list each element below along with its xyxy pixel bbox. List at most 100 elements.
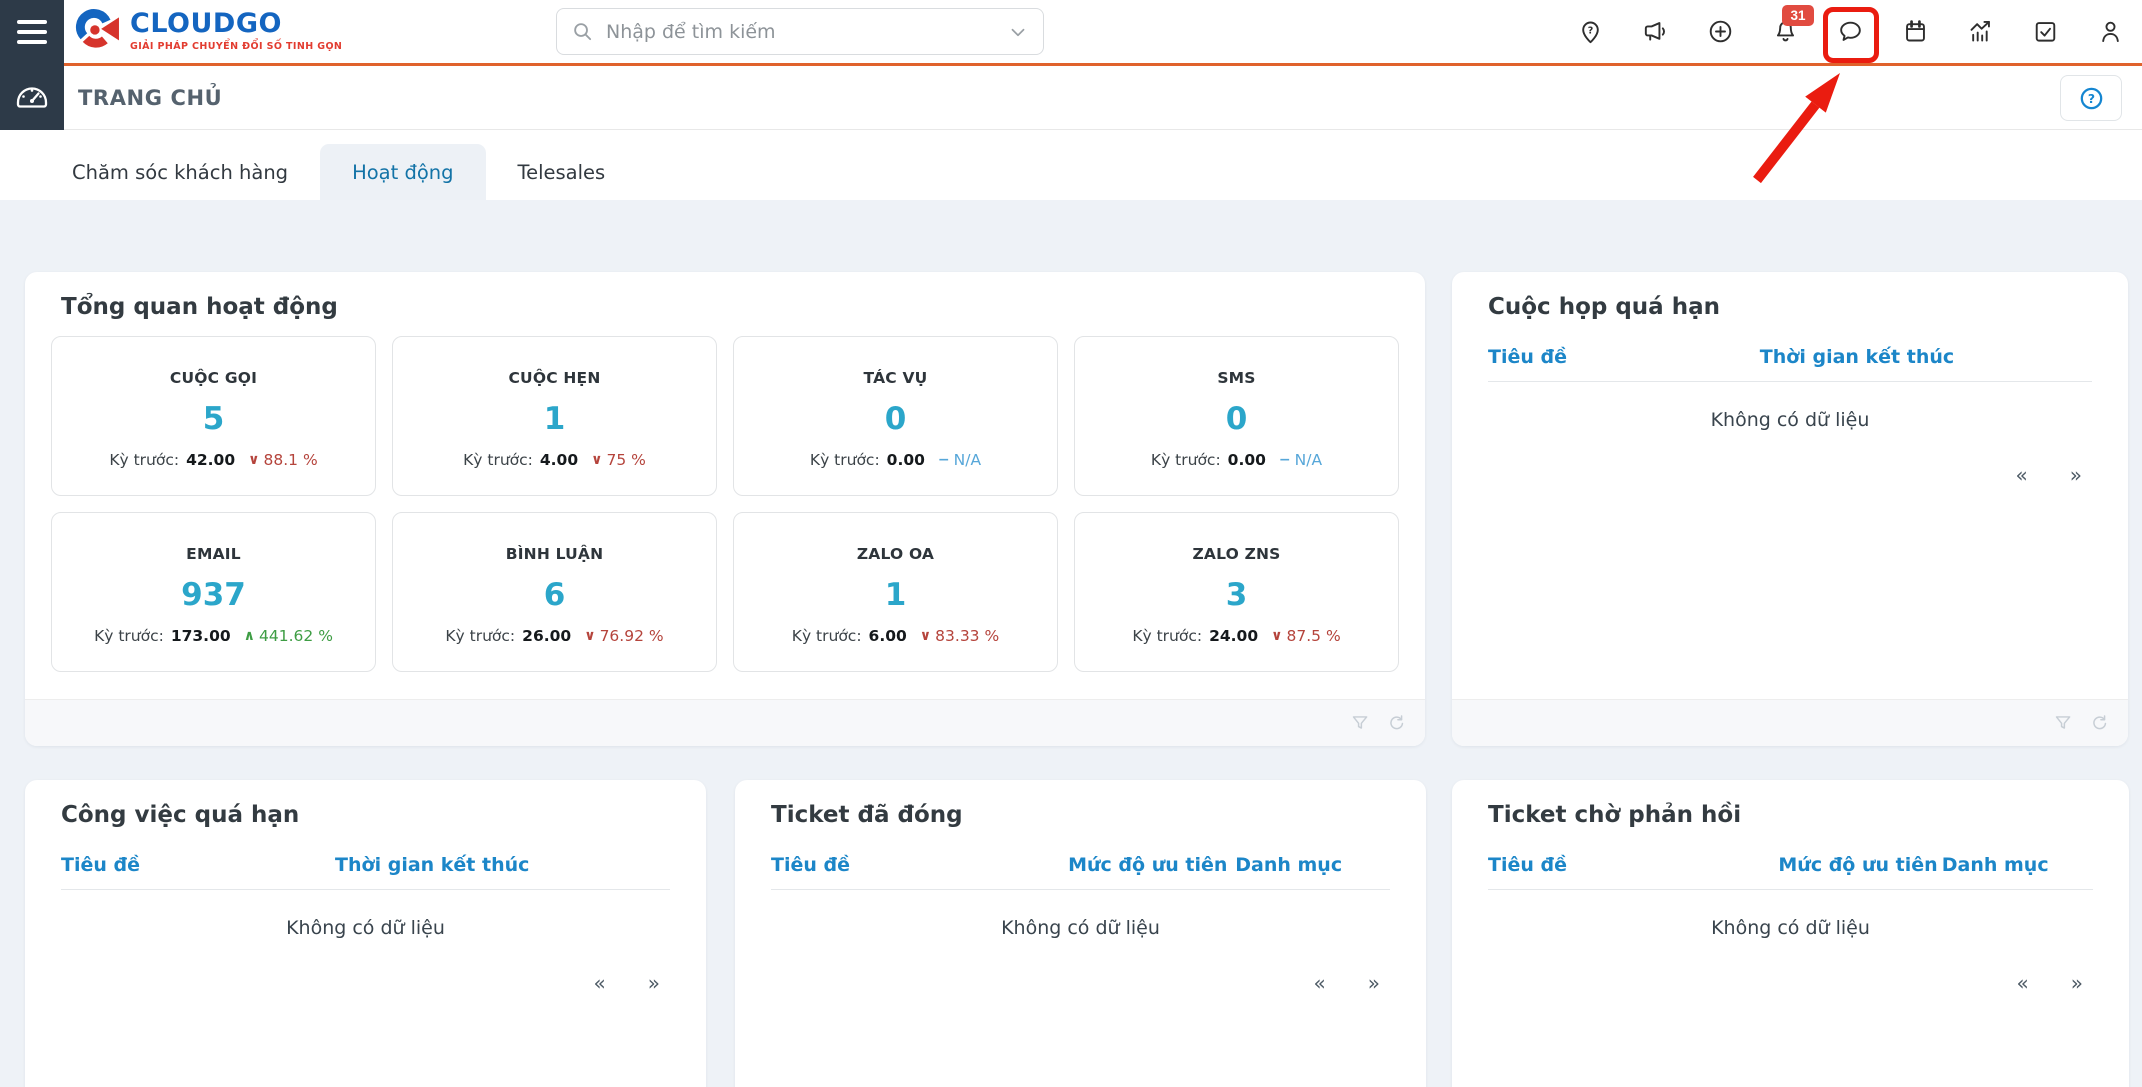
metric-value: 0: [1225, 401, 1248, 437]
trend-down-indicator: ∨ 87.5 %: [1271, 627, 1341, 645]
column-header[interactable]: Tiêu đề: [1488, 854, 1567, 876]
trend-neutral-icon: −: [937, 452, 950, 468]
table-header-row: Tiêu đề Thời gian kết thúc: [1488, 346, 2092, 382]
metric-previous-period: Kỳ trước: 0.00− N/A: [809, 451, 982, 469]
card-overdue-tasks: Công việc quá hạn Tiêu đề Thời gian kết t…: [25, 780, 706, 1087]
column-header[interactable]: Mức độ ưu tiên: [1778, 854, 1938, 876]
trend-down-indicator: ∨ 76.92 %: [584, 627, 664, 645]
check-square-icon: [2032, 18, 2059, 45]
plus-circle-icon: [1707, 18, 1734, 45]
card-title: Công việc quá hạn: [61, 802, 300, 828]
profile-button[interactable]: [2096, 18, 2124, 46]
column-header[interactable]: Danh mục: [1235, 854, 1343, 876]
column-header[interactable]: Tiêu đề: [61, 854, 140, 876]
accent-divider: [64, 63, 2142, 66]
trend-up-indicator: ∧ 441.62 %: [243, 627, 333, 645]
pagination-last-button[interactable]: »: [1367, 971, 1380, 995]
metric-label: CUỘC HẸN: [508, 369, 601, 387]
metric-label: ZALO ZNS: [1192, 545, 1281, 563]
trend-up-icon: ∧: [243, 628, 256, 644]
pagination-last-button[interactable]: »: [2069, 463, 2082, 487]
trend-neutral-indicator: − N/A: [937, 451, 982, 469]
svg-text:?: ?: [2087, 92, 2094, 106]
metric-previous-period: Kỳ trước: 173.00 ∧ 441.62 %: [94, 627, 333, 645]
refresh-icon[interactable]: [1386, 713, 1407, 734]
annotation-highlight-box: [1823, 6, 1879, 63]
metric-card: TÁC VỤ 0 Kỳ trước: 0.00− N/A: [733, 336, 1058, 496]
pagination: « »: [1452, 947, 2129, 995]
tasks-button[interactable]: [2031, 18, 2059, 46]
refresh-icon[interactable]: [2089, 713, 2110, 734]
metric-previous-period: Kỳ trước: 24.00 ∨ 87.5 %: [1132, 627, 1341, 645]
metric-previous-period: Kỳ trước: 26.00 ∨ 76.92 %: [445, 627, 664, 645]
pagination-first-button[interactable]: «: [2015, 463, 2028, 487]
bell-icon: [1772, 18, 1799, 45]
metric-card: BÌNH LUẬN 6 Kỳ trước: 26.00 ∨ 76.92 %: [392, 512, 717, 672]
active-module-badge[interactable]: [0, 63, 64, 130]
analytics-icon: [1967, 18, 1994, 45]
column-header[interactable]: Danh mục: [1941, 854, 2049, 876]
search-scope-chevron-down-icon[interactable]: [1007, 21, 1029, 43]
card-title: Tổng quan hoạt động: [61, 294, 338, 320]
column-header[interactable]: Mức độ ưu tiên: [1068, 854, 1228, 876]
hamburger-menu-button[interactable]: [0, 0, 64, 63]
map-pin-help-button[interactable]: ?: [1576, 18, 1604, 46]
metric-card: ZALO OA 1 Kỳ trước: 6.00 ∨ 83.33 %: [733, 512, 1058, 672]
metric-label: ZALO OA: [856, 545, 935, 563]
card-overdue-meetings: Cuộc họp quá hạn Tiêu đề Thời gian kết th…: [1452, 272, 2128, 746]
brand-logo[interactable]: CLOUDGO GIẢI PHÁP CHUYỂN ĐỔI SỐ TINH GỌN: [74, 8, 342, 54]
metric-card: ZALO ZNS 3 Kỳ trước: 24.00 ∨ 87.5 %: [1074, 512, 1399, 672]
trend-down-icon: ∨: [591, 452, 603, 468]
pagination-first-button[interactable]: «: [2016, 971, 2029, 995]
card-title: Ticket chờ phản hồi: [1488, 802, 1742, 828]
title-bar: TRANG CHỦ ?: [0, 66, 2142, 130]
calendar-button[interactable]: [1901, 18, 1929, 46]
filter-icon[interactable]: [2053, 713, 2074, 734]
trend-neutral-indicator: − N/A: [1278, 451, 1323, 469]
header-icon-row: ? 31: [1576, 0, 2124, 63]
tab-hoat-dong[interactable]: Hoạt động: [320, 144, 486, 200]
metric-value: 1: [884, 577, 907, 613]
trend-down-indicator: ∨ 75 %: [591, 451, 646, 469]
metric-label: EMAIL: [186, 545, 241, 563]
metric-label: CUỘC GỌI: [169, 369, 258, 387]
announcements-button[interactable]: [1641, 18, 1669, 46]
metric-card: EMAIL 937 Kỳ trước: 173.00 ∧ 441.62 %: [51, 512, 376, 672]
pagination-first-button[interactable]: «: [1313, 971, 1326, 995]
metric-label: TÁC VỤ: [863, 369, 928, 387]
trend-down-indicator: ∨ 88.1 %: [248, 451, 318, 469]
notification-count-badge: 31: [1782, 4, 1814, 26]
pagination: « »: [735, 947, 1426, 995]
tab-telesales[interactable]: Telesales: [517, 160, 606, 184]
pagination-last-button[interactable]: »: [2070, 971, 2083, 995]
card-footer: [1452, 699, 2128, 746]
pagination-last-button[interactable]: »: [647, 971, 660, 995]
column-header[interactable]: Tiêu đề: [1488, 346, 1567, 368]
pagination-first-button[interactable]: «: [593, 971, 606, 995]
card-title: Cuộc họp quá hạn: [1488, 294, 1720, 320]
help-button[interactable]: ?: [2060, 75, 2122, 121]
card-activity-overview: Tổng quan hoạt động CUỘC GỌI 5 Kỳ trước: 42…: [25, 272, 1425, 746]
hamburger-icon: [17, 19, 47, 24]
trend-down-icon: ∨: [1271, 628, 1283, 644]
column-header[interactable]: Thời gian kết thúc: [335, 854, 530, 876]
empty-state-text: Không có dữ liệu: [1710, 409, 1870, 431]
tab-cham-soc-khach-hang[interactable]: Chăm sóc khách hàng: [72, 160, 289, 184]
column-header[interactable]: Tiêu đề: [771, 854, 850, 876]
metric-card: CUỘC GỌI 5 Kỳ trước: 42.00 ∨ 88.1 %: [51, 336, 376, 496]
messages-button[interactable]: [1823, 6, 1879, 63]
filter-icon[interactable]: [1350, 713, 1371, 734]
metric-card: SMS 0 Kỳ trước: 0.00− N/A: [1074, 336, 1399, 496]
analytics-button[interactable]: [1966, 18, 1994, 46]
notifications-button[interactable]: 31: [1771, 4, 1814, 46]
quick-create-button[interactable]: [1706, 18, 1734, 46]
empty-state-text: Không có dữ liệu: [286, 917, 445, 939]
metric-label: BÌNH LUẬN: [505, 545, 604, 563]
metric-value: 937: [181, 577, 246, 613]
metric-value: 6: [543, 577, 566, 613]
megaphone-icon: [1642, 18, 1669, 45]
search-input[interactable]: [604, 19, 997, 44]
table-header-row: Tiêu đề Mức độ ưu tiên Danh mục: [1488, 854, 2093, 890]
column-header[interactable]: Thời gian kết thúc: [1759, 346, 1955, 368]
page-title: TRANG CHỦ: [78, 85, 223, 110]
